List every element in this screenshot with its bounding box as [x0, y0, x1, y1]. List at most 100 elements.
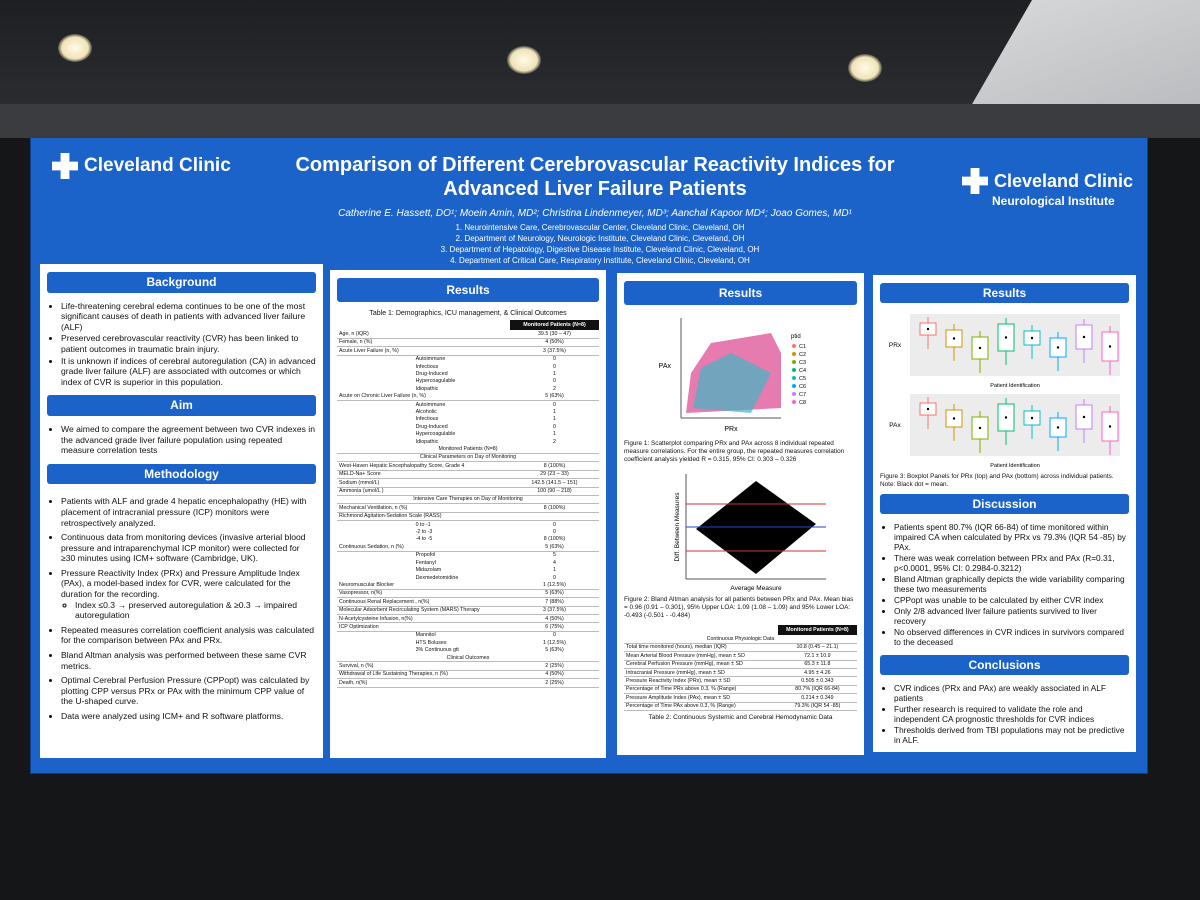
table-value: 3 (37.5%): [509, 606, 599, 616]
table-label: Richmond Agitation-Sedation Scale (RASS): [337, 512, 510, 522]
table-label: Female, n (%): [337, 338, 510, 348]
table-sub-value: 0: [552, 363, 556, 370]
logo-icon: [52, 153, 78, 179]
table-row: Cerebral Perfusion Pressure (mmHg), mean…: [624, 660, 857, 670]
table-value: 39.5 (30 – 47): [509, 330, 599, 339]
table-value: 72.1 ± 10.9: [777, 651, 857, 661]
data-table: Monitored Patients (N=8) Continuous Physi…: [624, 625, 857, 712]
legend-label: C2: [799, 352, 806, 358]
legend-label: C7: [799, 392, 806, 398]
legend-label: C5: [799, 376, 806, 382]
table-sub-label: Drug-Induced: [415, 423, 448, 430]
table-sub-label: Midazolam: [415, 567, 442, 574]
table-section: Clinical Parameters on Day of Monitoring: [337, 453, 599, 463]
y-axis-label: PAx: [658, 363, 671, 370]
legend-title: ptid: [791, 334, 801, 340]
table-header-cell: [337, 320, 510, 331]
logo-icon: [962, 168, 988, 194]
table-sub-label: 0 to -1: [415, 521, 431, 528]
bullet: Pressure Reactivity Index (PRx) and Pres…: [61, 568, 316, 621]
mean-dot: [1004, 336, 1007, 339]
table-sub-value: 1: [552, 408, 556, 415]
table-header-cell: [624, 625, 778, 636]
column: Results PRx Patient Identification PAx Patie…: [873, 275, 1136, 752]
table-row: Hypercoagulable 1: [337, 431, 599, 438]
legend-label: C1: [799, 344, 806, 350]
table-sub-value: 0: [552, 423, 556, 430]
table-row: Hypercoagulable 0: [337, 378, 599, 385]
figure-caption: Figure 1: Scatterplot comparing PRx and …: [624, 440, 845, 463]
legend-swatch: [791, 360, 796, 364]
table-value: 0.214 ± 0.349: [777, 693, 857, 703]
table-header-cell: Monitored Patients (N=8): [777, 625, 857, 636]
table-row: Drug-Induced 0: [337, 423, 599, 430]
ceiling-light: [507, 46, 541, 74]
ceiling-light: [848, 54, 882, 82]
table-sub-value: 0: [552, 529, 556, 536]
table-label: Intracranial Pressure (mmHg), mean ± SD: [624, 668, 778, 678]
table-label: Ammonia (umol/L ): [337, 487, 510, 496]
table-value: 3 (37.5%): [509, 346, 599, 356]
legend-swatch: [791, 352, 796, 356]
bullet: Life-threatening cerebral edema continue…: [61, 301, 316, 333]
table-value: 100 (90 – 218): [509, 487, 599, 496]
sub-list: Index ≤0.3 → preserved autoregulation & …: [61, 600, 316, 621]
table-section: Continuous Physiologic Data: [624, 635, 857, 644]
logo-text: Cleveland Clinic: [84, 155, 231, 176]
table-sub-value: 1: [552, 567, 556, 574]
table-label: Total time monitored (hours), median (IQ…: [624, 643, 778, 653]
table-sub-label: Hypercoagulable: [415, 431, 456, 438]
bullet: There was weak correlation between PRx a…: [894, 553, 1129, 573]
bullet-list: Patients with ALF and grade 4 hepatic en…: [47, 496, 316, 721]
table-row: Age, n (IQR) 39.5 (30 – 47): [337, 330, 599, 339]
table-value: 5 (63%): [509, 392, 599, 402]
table-row: Clinical Outcomes: [337, 654, 599, 663]
table-sub-label: Autoimmune: [415, 356, 446, 363]
figure-caption: Figure 3: Boxplot Panels for PRx (top) a…: [880, 473, 1114, 488]
table-sub-value: 0: [552, 401, 556, 408]
bullet: Optimal Cerebral Perfusion Pressure (CPP…: [61, 675, 316, 707]
legend-label: C8: [799, 400, 806, 406]
table-row: Clinical Parameters on Day of Monitoring: [337, 453, 599, 463]
table-sub-label: Idiopathic: [415, 438, 439, 445]
bullet: Only 2/8 advanced liver failure patients…: [894, 606, 1129, 626]
table-row: Richmond Agitation-Sedation Scale (RASS): [337, 512, 599, 522]
table-row: Midazolam 1: [337, 567, 599, 574]
table-row: Ammonia (umol/L ) 100 (90 – 218): [337, 487, 599, 496]
bullet-list: Patients spent 80.7% (IQR 66-84) of time…: [880, 522, 1129, 647]
table-value: 1 (12.5%): [509, 581, 599, 590]
table-label: Sodium (mmol/L): [337, 478, 510, 488]
table-sub-value: 0: [552, 574, 556, 581]
y-axis-label: PRx: [888, 342, 901, 349]
table-row: Neuromuscular Blocker 1 (12.5%): [337, 581, 599, 590]
mean-dot: [926, 407, 929, 411]
section-header: Results: [624, 281, 857, 305]
column: Results PRx PAx ptid C1 C2 C3 C4 C5 C6 C7 C8 Figure …: [617, 273, 864, 755]
ceiling-light: [58, 34, 92, 62]
bullet-text: Pressure Reactivity Index (PRx) and Pres…: [61, 567, 300, 600]
table-label: N-Acetylcysteine Infusion, n(%): [337, 614, 510, 624]
bullet: CPPopt was unable to be calculated by ei…: [894, 595, 1129, 605]
bullet-text: Repeated measures correlation coefficien…: [61, 624, 315, 646]
y-axis-label: PAx: [889, 422, 901, 429]
mean-dot: [978, 346, 981, 350]
legend-swatch: [791, 384, 796, 388]
affiliations: 1. Neurointensive Care, Cerebrovascular …: [380, 222, 820, 266]
bullet: Patients with ALF and grade 4 hepatic en…: [61, 496, 316, 528]
section-header: Methodology: [47, 463, 316, 485]
table-label: Vasopressor, n(%): [337, 589, 510, 599]
table-section: Clinical Outcomes: [337, 654, 599, 663]
mean-dot: [978, 426, 981, 430]
bullet: Thresholds derived from TBI populations …: [894, 725, 1129, 745]
table-label: Percentage of Time PAx above 0.3, % (Ran…: [624, 702, 778, 712]
table-label: Pressure Amplitude Index (PAx), mean ± S…: [624, 693, 778, 703]
mean-dot: [1030, 416, 1033, 420]
table-row: Infectious 0: [337, 363, 599, 370]
legend-swatch: [791, 376, 796, 380]
legend-swatch: [791, 344, 796, 348]
section-header: Aim: [47, 395, 316, 416]
table-sub-label: Autoimmune: [415, 401, 446, 408]
logo-text: Cleveland Clinic: [994, 170, 1134, 191]
column: Background Life-threatening cerebral edem…: [40, 264, 323, 758]
table-row: ICP Optimization 6 (75%): [337, 622, 599, 632]
